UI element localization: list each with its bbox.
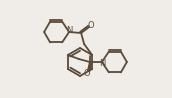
- Text: N: N: [66, 26, 72, 35]
- Text: O: O: [83, 69, 90, 78]
- Text: O: O: [87, 20, 94, 29]
- Text: N: N: [99, 59, 105, 68]
